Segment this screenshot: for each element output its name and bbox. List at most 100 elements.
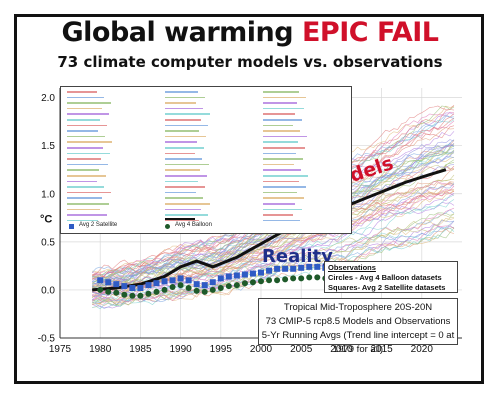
y-tick-label: 2.0 [41,93,55,104]
observations-squares-line: Squares- Avg 2 Satellite datasets [328,283,446,292]
chart-title: Global warming EPIC FAIL [0,18,500,48]
legend-entry-line [263,208,302,211]
satellite-square [193,281,200,288]
balloon-circle [97,286,104,293]
x-tick-label: 2020 [411,344,434,355]
x-tick-label: 1995 [210,344,233,355]
legend-entry-line [165,180,198,183]
y-tick-label: -0.5 [38,334,56,345]
x-tick-label: 1980 [89,344,112,355]
satellite-square [121,283,128,290]
legend-entry-line [263,124,293,127]
legend-entry-line [263,180,299,183]
legend-entry-line [165,107,203,110]
legend-entry-line [67,124,107,127]
satellite-square [113,281,120,288]
legend-entry-line [263,113,295,115]
legend-entry-line [67,219,98,222]
model-line [92,227,455,310]
model-line [92,225,455,304]
balloon-circle [185,285,192,291]
legend-entry-line [67,175,106,177]
balloon-circle [113,289,120,296]
title-part1: Global warming [61,17,302,48]
legend-entry-line [263,119,302,121]
legend-entry-line [67,208,100,211]
legend-entry-line [67,141,112,143]
legend-entry-line [67,186,104,188]
legend-satellite-label: Avg 2 Satellite [79,222,118,228]
legend-entry-line [165,102,196,104]
satellite-square [290,265,297,272]
model-legend-box: Avg 2 Satellite Avg 4 Balloon [60,86,352,234]
legend-entry-line [165,169,200,171]
model-line [92,209,455,304]
legend-balloon-marker [165,224,170,229]
legend-entry-line [263,175,308,177]
balloon-circle [129,292,136,299]
info-box: Tropical Mid-Troposphere 20S-20N 73 CMIP… [258,298,458,355]
legend-balloon-label: Avg 4 Balloon [175,222,212,228]
balloon-circle [201,288,208,295]
legend-entry-line [263,186,306,188]
reality-label: Reality [262,246,333,267]
satellite-square [217,275,224,282]
balloon-circle [314,274,321,281]
balloon-circle [290,275,297,282]
legend-entry-line [263,96,306,99]
title-part2: EPIC FAIL [301,17,439,48]
x-tick-label: 2000 [250,344,273,355]
satellite-square [145,282,152,289]
legend-entry-line [67,119,100,121]
satellite-square [241,271,248,278]
balloon-circle [258,278,264,285]
legend-entry-line [263,141,298,143]
balloon-circle [193,287,200,294]
chart-subtitle: 73 climate computer models vs. observati… [57,53,443,71]
balloon-circle [161,286,168,293]
legend-entry-line [263,203,295,205]
legend-entry-line [263,191,297,194]
balloon-circle [105,288,112,295]
balloon-circle [169,284,176,291]
info-line-2: 73 CMIP-5 rcp8.5 Models and Observations [265,316,451,327]
legend-entry-line [165,113,210,115]
balloon-circle [225,283,232,290]
legend-entry-line [67,203,109,205]
satellite-square [153,280,160,287]
model-line [92,156,455,287]
observations-heading: Observations [328,263,376,272]
satellite-square [282,265,289,272]
balloon-circle [209,286,216,293]
legend-entry-line [67,214,107,216]
legend-entry-line [165,91,198,93]
x-tick-label: 2005 [290,344,313,355]
legend-entry-line [165,158,202,160]
balloon-circle [177,282,184,289]
model-line [91,201,455,301]
balloon-circle [282,276,289,283]
observations-circles-line: Circles - Avg 4 Balloon datasets [328,273,442,282]
balloon-circle [266,277,273,284]
legend-entry-line [67,163,108,166]
satellite-square [105,279,112,286]
legend-entry-line [67,102,111,104]
balloon-circle [249,279,256,286]
x-tick-label: 2010 [330,344,353,355]
info-line-3: 5-Yr Running Avgs (Trend line intercept … [261,330,455,355]
legend-entry-line [67,169,99,171]
x-tick-label: 2015 [370,344,393,355]
satellite-square [298,264,305,271]
model-line [92,181,455,298]
satellite-square [161,278,168,285]
satellite-square [306,263,313,270]
balloon-circle [145,290,152,297]
y-tick-label: 1.0 [41,189,55,200]
legend-entry-line [263,107,304,110]
legend-entry-line [263,91,299,93]
legend-entry-line [67,197,102,199]
legend-entry-line [263,169,301,171]
legend-entry-line [67,180,97,183]
balloon-circle [153,288,160,295]
legend-entry-line [67,135,105,138]
